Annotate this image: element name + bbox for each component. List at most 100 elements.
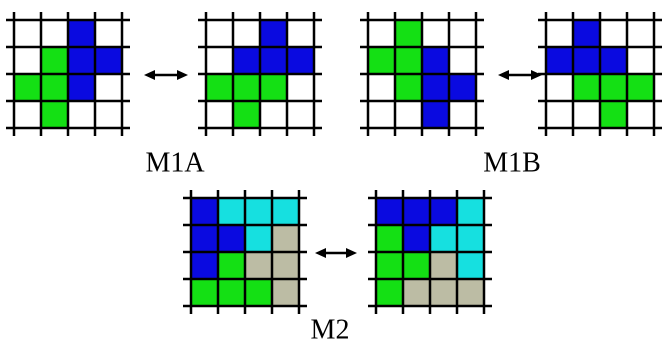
- cell: [573, 74, 600, 101]
- cell: [430, 279, 457, 306]
- cell: [430, 198, 457, 225]
- cell: [245, 252, 272, 279]
- cell: [449, 74, 476, 101]
- cell: [233, 20, 260, 47]
- cell: [41, 47, 68, 74]
- cell: [573, 20, 600, 47]
- cell: [600, 47, 627, 74]
- cell: [41, 101, 68, 128]
- cell: [95, 101, 122, 128]
- cell: [422, 20, 449, 47]
- cell: [627, 20, 654, 47]
- cell: [395, 47, 422, 74]
- cell: [546, 101, 573, 128]
- cell: [376, 225, 403, 252]
- cell: [422, 74, 449, 101]
- cell: [368, 20, 395, 47]
- cell: [272, 225, 299, 252]
- cell: [218, 225, 245, 252]
- cell: [376, 252, 403, 279]
- cell: [430, 225, 457, 252]
- cell: [14, 101, 41, 128]
- cell: [68, 47, 95, 74]
- cell: [287, 20, 314, 47]
- cell: [95, 74, 122, 101]
- cell: [191, 252, 218, 279]
- cell: [218, 198, 245, 225]
- cell: [272, 198, 299, 225]
- cell: [206, 101, 233, 128]
- cell: [546, 47, 573, 74]
- cell: [245, 279, 272, 306]
- cell: [600, 20, 627, 47]
- grid: [360, 12, 484, 136]
- cell: [627, 47, 654, 74]
- cell: [68, 101, 95, 128]
- cell: [403, 225, 430, 252]
- cell: [272, 252, 299, 279]
- cell: [287, 101, 314, 128]
- cell: [41, 74, 68, 101]
- cell: [376, 198, 403, 225]
- cell: [245, 198, 272, 225]
- cell: [430, 252, 457, 279]
- cell: [546, 20, 573, 47]
- cell: [68, 20, 95, 47]
- grid: [183, 190, 307, 314]
- cell: [368, 47, 395, 74]
- cell: [600, 74, 627, 101]
- double-arrow: [144, 70, 188, 80]
- cell: [206, 20, 233, 47]
- cell: [41, 20, 68, 47]
- arrow-head: [531, 70, 542, 80]
- cell: [191, 198, 218, 225]
- label: M2: [311, 314, 350, 345]
- cell: [95, 20, 122, 47]
- cell: [218, 279, 245, 306]
- cell: [422, 101, 449, 128]
- cell: [457, 198, 484, 225]
- cell: [449, 101, 476, 128]
- cell: [14, 74, 41, 101]
- cell: [403, 252, 430, 279]
- cell: [14, 47, 41, 74]
- cell: [627, 74, 654, 101]
- cell: [218, 252, 245, 279]
- cell: [368, 74, 395, 101]
- cell: [403, 279, 430, 306]
- cell: [191, 279, 218, 306]
- cell: [233, 101, 260, 128]
- cell: [376, 279, 403, 306]
- cell: [260, 20, 287, 47]
- double-arrow: [315, 248, 357, 258]
- cell: [95, 47, 122, 74]
- cell: [573, 47, 600, 74]
- label: M1B: [483, 147, 541, 178]
- cell: [206, 74, 233, 101]
- cell: [395, 20, 422, 47]
- cell: [457, 279, 484, 306]
- cell: [245, 225, 272, 252]
- cell: [422, 47, 449, 74]
- grid: [6, 12, 130, 136]
- cell: [260, 74, 287, 101]
- cell: [233, 74, 260, 101]
- grid: [538, 12, 662, 136]
- cell: [260, 101, 287, 128]
- cell: [403, 198, 430, 225]
- cell: [600, 101, 627, 128]
- label: M1A: [145, 147, 205, 178]
- cell: [627, 101, 654, 128]
- cell: [287, 74, 314, 101]
- cell: [260, 47, 287, 74]
- grid: [198, 12, 322, 136]
- cell: [573, 101, 600, 128]
- arrow-head: [498, 70, 509, 80]
- double-arrow: [498, 70, 542, 80]
- arrow-head: [346, 248, 357, 258]
- cell: [287, 47, 314, 74]
- cell: [14, 20, 41, 47]
- grid: [368, 190, 492, 314]
- cell: [449, 47, 476, 74]
